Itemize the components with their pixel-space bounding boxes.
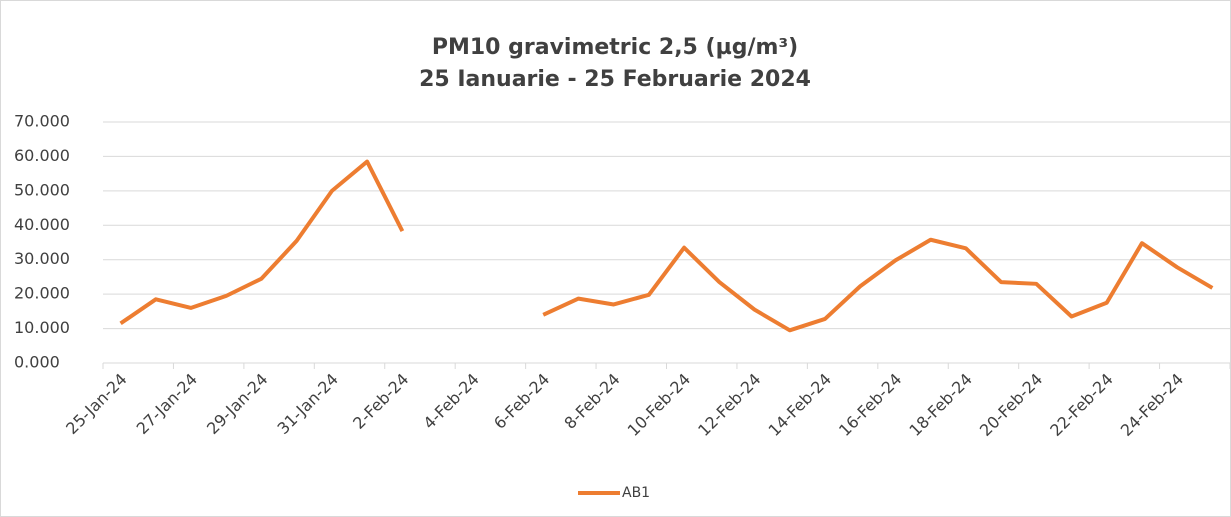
y-tick-label: 60.000 [14,146,70,165]
chart-subtitle: 25 Ianuarie - 25 Februarie 2024 [419,67,811,92]
y-tick-label: 20.000 [14,284,70,303]
y-tick-label: 70.000 [14,112,70,131]
chart-title: PM10 gravimetric 2,5 (µg/m³) [432,35,798,60]
y-tick-label: 30.000 [14,249,70,268]
y-tick-label: 10.000 [14,318,70,337]
y-tick-label: 50.000 [14,180,70,199]
y-tick-label: 0.000 [14,353,60,372]
y-tick-label: 40.000 [14,215,70,234]
legend-label: AB1 [622,485,650,501]
series-line [119,159,1214,333]
